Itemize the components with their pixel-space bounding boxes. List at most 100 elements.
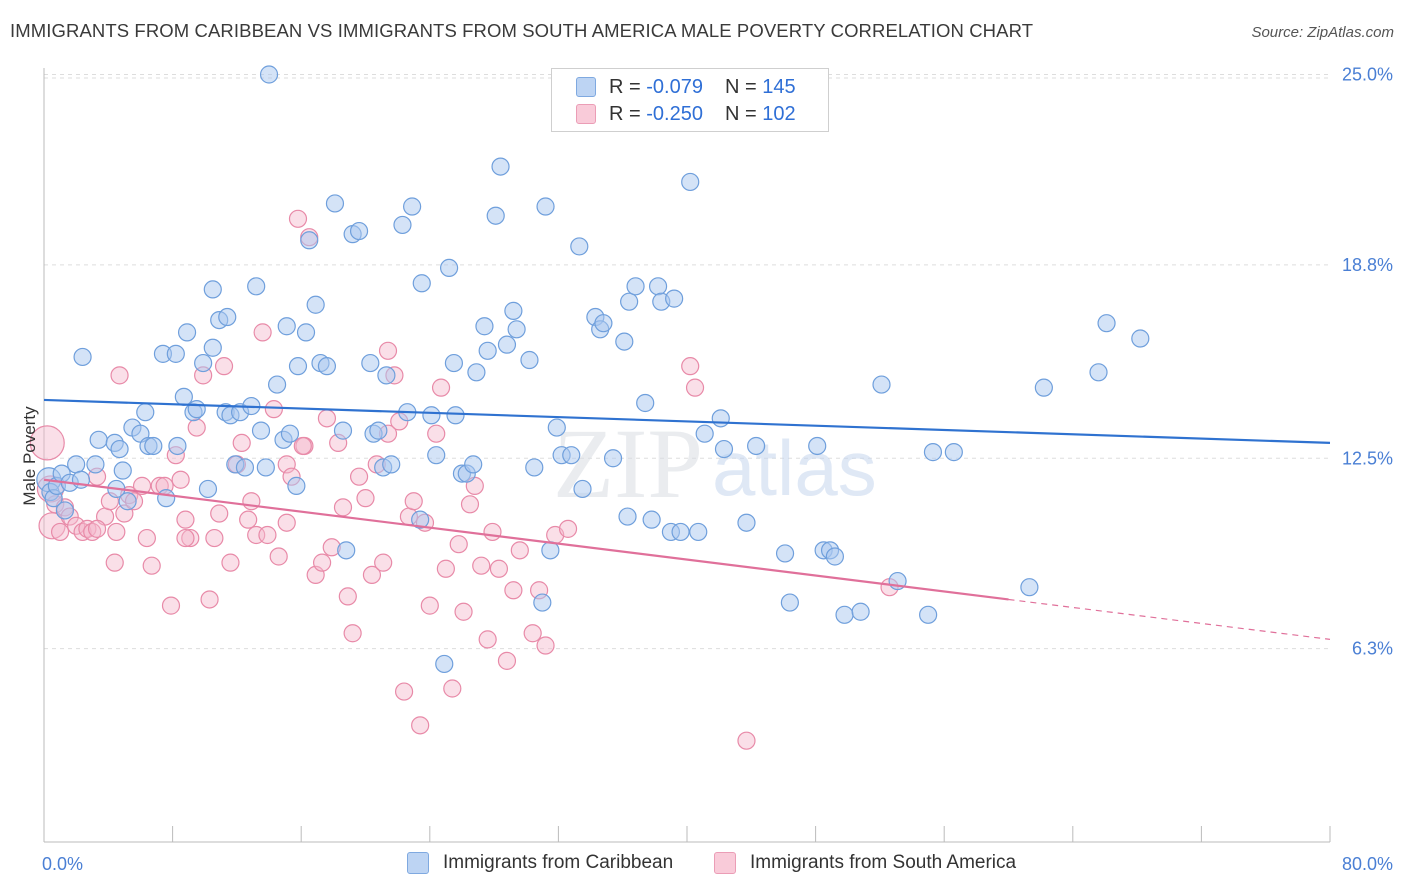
south-america-point [288, 209, 308, 228]
caribbean-point [113, 461, 132, 480]
south-america-point [210, 504, 229, 523]
caribbean-point [642, 510, 661, 529]
south-america-point [338, 587, 357, 606]
caribbean-point [317, 357, 337, 376]
caribbean-point [689, 522, 708, 542]
y-tick-label: 18.8% [1342, 255, 1393, 275]
x-tick-label-min: 0.0% [42, 854, 83, 874]
south-america-point [427, 424, 446, 443]
legend-n-value: 102 [762, 102, 796, 125]
south-america-trendline [43, 478, 1009, 601]
caribbean-point [136, 403, 155, 422]
caribbean-point [520, 350, 539, 370]
south-america-point [436, 559, 455, 578]
caribbean-point [636, 393, 655, 413]
caribbean-point [475, 317, 494, 336]
legend-r-label: R = [609, 75, 641, 98]
caribbean-point [747, 436, 766, 456]
south-america-point [460, 495, 480, 514]
caribbean-point [464, 455, 483, 474]
caribbean-point [775, 544, 795, 563]
south-america-point [478, 630, 497, 649]
caribbean-point [325, 194, 345, 213]
south-america-point [472, 556, 491, 575]
caribbean-point [235, 458, 255, 477]
south-america-point [333, 498, 353, 517]
caribbean-point [665, 289, 684, 308]
caribbean-point [808, 436, 827, 456]
south-america-point [50, 522, 70, 542]
caribbean-point [247, 277, 266, 296]
y-tick-label: 12.5% [1342, 448, 1393, 468]
caribbean-point [780, 593, 799, 612]
caribbean-point [603, 449, 623, 468]
legend-label-south-america: Immigrants from South America [750, 852, 1017, 873]
south-america-trendline-extension [1008, 598, 1331, 640]
south-america-point [349, 467, 369, 486]
caribbean-point [533, 593, 552, 612]
south-america-point [420, 596, 439, 615]
caribbean-point [681, 172, 700, 192]
caribbean-trendline [43, 398, 1331, 444]
caribbean-point [504, 301, 523, 320]
series-legend: Immigrants from Caribbean Immigrants fro… [0, 852, 1406, 878]
south-america-point [78, 519, 97, 538]
south-america-point [356, 489, 375, 508]
caribbean-point [594, 314, 613, 333]
south-america-point [105, 553, 124, 572]
legend-swatch-caribbean [576, 77, 596, 97]
south-america-point [449, 535, 468, 554]
south-america-point [681, 357, 700, 376]
south-america-point [378, 341, 398, 360]
chart-title: IMMIGRANTS FROM CARIBBEAN VS IMMIGRANTS … [10, 20, 1034, 41]
south-america-point [454, 602, 473, 621]
caribbean-point [280, 424, 300, 443]
caribbean-point [446, 406, 465, 425]
caribbean-point [412, 274, 431, 293]
caribbean-point [166, 344, 185, 363]
caribbean-point [427, 446, 446, 465]
legend-row-caribbean: R = -0.079 N = 145 [576, 73, 796, 101]
stats-legend: R = -0.079 N = 145 R = -0.250 N = 102 [551, 68, 829, 132]
watermark: ZIP atlas [553, 408, 877, 519]
legend-item-south-america: Immigrants from South America [714, 852, 1016, 874]
south-america-point [239, 510, 258, 529]
caribbean-point [174, 387, 193, 406]
caribbean-point [620, 292, 639, 311]
south-america-point [107, 522, 126, 542]
caribbean-point [337, 541, 356, 560]
south-america-point [523, 624, 542, 643]
y-tick-label: 25.0% [1342, 65, 1393, 85]
caribbean-point [177, 323, 197, 342]
caribbean-point [187, 400, 206, 419]
south-america-point [29, 425, 65, 461]
caribbean-point [872, 375, 891, 394]
caribbean-point [1089, 363, 1108, 382]
caribbean-point [73, 347, 92, 367]
south-america-point [431, 378, 451, 397]
x-tick-label-max: 80.0% [1342, 854, 1393, 874]
south-america-point [317, 409, 337, 428]
legend-swatch-south-america [714, 852, 736, 874]
caribbean-point [89, 430, 108, 449]
south-america-point [404, 492, 423, 511]
watermark-zip: ZIP [553, 408, 703, 519]
caribbean-point [110, 439, 129, 459]
caribbean-point [118, 492, 137, 511]
south-america-point [110, 366, 129, 385]
caribbean-point [486, 206, 505, 225]
caribbean-point [825, 547, 844, 566]
legend-label-caribbean: Immigrants from Caribbean [443, 852, 674, 873]
south-america-point [205, 528, 224, 548]
caribbean-point [497, 335, 517, 354]
caribbean-point [695, 424, 714, 443]
caribbean-point [536, 197, 555, 216]
south-america-point [142, 556, 161, 575]
legend-swatch-caribbean [407, 852, 429, 874]
caribbean-point [851, 602, 870, 621]
legend-n-value: 145 [762, 75, 796, 98]
y-tick-labels: 6.3% 12.5% 18.8% 25.0% [1342, 65, 1393, 659]
caribbean-point [288, 357, 308, 376]
caribbean-point [382, 455, 401, 474]
